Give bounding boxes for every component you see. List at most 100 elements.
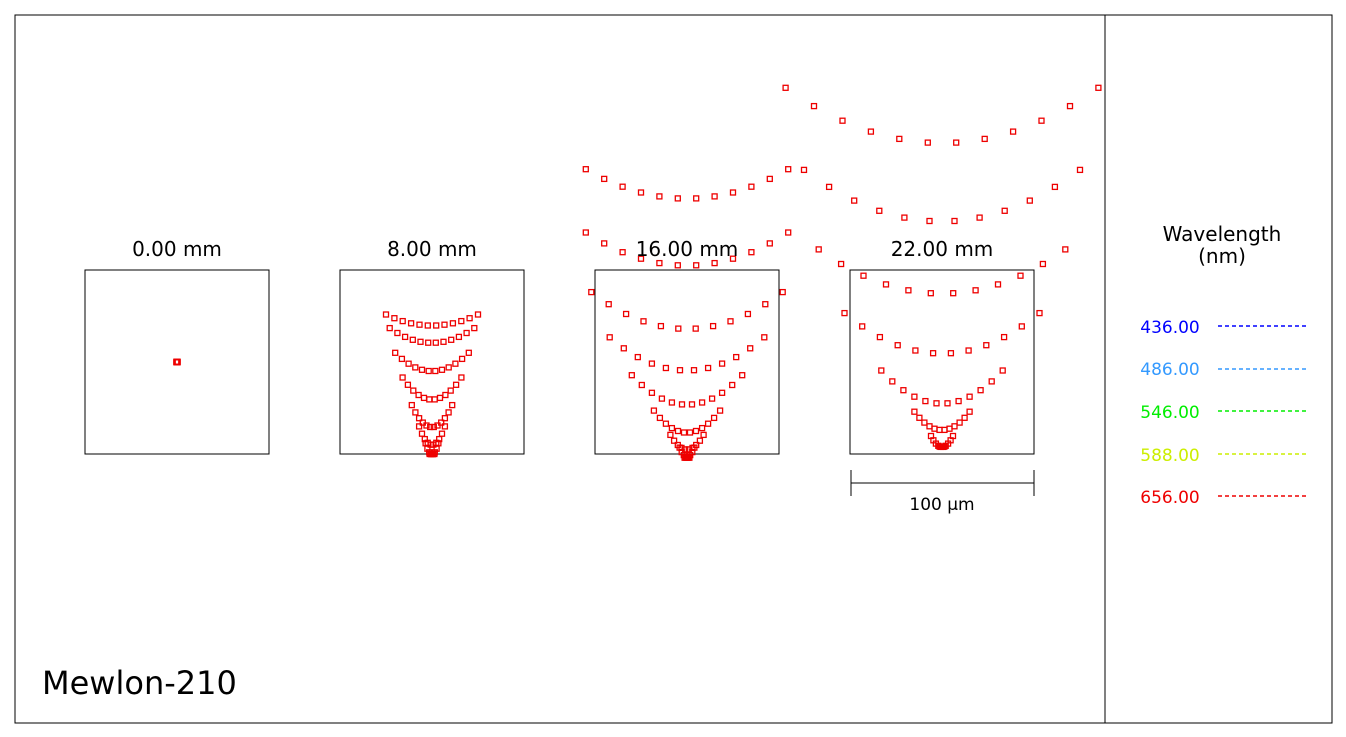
spot-marker (401, 333, 409, 341)
spot-marker (718, 360, 726, 367)
spot-marker (779, 288, 786, 296)
figure-title: Mewlon-210 (42, 664, 237, 702)
spot-marker (929, 350, 937, 357)
spot-marker (711, 193, 718, 200)
spot-marker (588, 288, 595, 296)
spot-marker (662, 364, 670, 372)
spot-marker (410, 387, 417, 394)
spot-marker (748, 183, 755, 190)
spot-marker (640, 318, 647, 325)
spot-marker (382, 311, 390, 318)
spot-marker (785, 229, 792, 236)
spot-marker (900, 387, 907, 394)
spot-marker (851, 197, 858, 204)
spot-marker (931, 425, 938, 432)
spot-marker (445, 364, 452, 371)
field-boxes (84, 269, 1035, 455)
spot-marker (977, 387, 984, 394)
spot-marker (955, 397, 962, 405)
spot-marker (466, 315, 473, 322)
spot-marker (415, 415, 423, 422)
spot-marker (1018, 323, 1025, 330)
spot-marker (951, 423, 958, 430)
spot-marker (448, 336, 455, 343)
spot-marker (418, 366, 426, 373)
spot-marker (704, 364, 712, 372)
spot-marker (391, 315, 398, 322)
spot-marker (762, 301, 769, 308)
spot-marker (463, 329, 470, 337)
spot-marker (981, 135, 988, 143)
spot-marker (676, 367, 684, 374)
spot-marker (946, 425, 953, 432)
spot-marker (688, 401, 696, 408)
spot-marker (438, 366, 446, 373)
spot-marker (733, 353, 740, 361)
spot-marker (474, 311, 482, 318)
spot-marker (418, 430, 426, 437)
spot-marker (927, 290, 934, 297)
spot-marker (628, 372, 635, 379)
spot-marker (622, 310, 630, 318)
spot-marker (678, 401, 686, 408)
spot-marker (926, 217, 933, 225)
spot-marker (876, 333, 884, 341)
spot-marker (693, 195, 700, 202)
spot-markers (173, 84, 1102, 461)
spot-marker (876, 207, 883, 214)
spot-marker (398, 355, 406, 363)
spot-marker (718, 389, 726, 396)
spot-marker (691, 444, 698, 451)
spot-marker (668, 399, 676, 406)
spot-marker (601, 240, 608, 247)
legend-unit: (nm) (1198, 244, 1246, 268)
spot-marker (458, 355, 466, 363)
spot-marker (692, 427, 700, 435)
spot-marker (716, 407, 724, 414)
field-label-22: 22.00 mm (891, 237, 994, 261)
spot-marker (690, 367, 698, 374)
spot-marker (924, 139, 931, 146)
spot-marker (650, 407, 658, 414)
spot-marker (766, 240, 773, 247)
spot-marker (449, 320, 457, 327)
legend-label-656: 656.00 (1140, 488, 1199, 508)
spot-marker (423, 422, 430, 429)
spot-marker (441, 423, 449, 430)
spot-marker (619, 249, 626, 256)
spot-marker (686, 429, 694, 436)
spot-marker (1017, 272, 1024, 279)
spot-marker (399, 317, 406, 325)
spot-marker (894, 342, 901, 349)
spot-marker (965, 347, 972, 354)
spot-marker (785, 166, 792, 173)
spot-marker (582, 229, 589, 236)
spot-marker (431, 450, 438, 458)
spot-marker (922, 397, 929, 405)
spot-marker (392, 349, 399, 356)
spot-marker (449, 401, 456, 409)
spot-marker (404, 381, 412, 388)
spot-marker (950, 290, 957, 297)
spot-marker (711, 259, 718, 267)
spot-marker (436, 394, 444, 402)
spot-marker (656, 414, 664, 422)
spot-marker (739, 372, 746, 379)
spot-marker (988, 378, 995, 385)
spot-marker (1095, 84, 1102, 91)
field-box-22 (849, 269, 1035, 455)
legend-label-546: 546.00 (1140, 403, 1199, 423)
spot-marker (465, 349, 472, 356)
field-box-16 (594, 269, 780, 455)
spot-marker (620, 345, 627, 352)
field-label-0: 0.00 mm (132, 237, 222, 261)
spot-marker (471, 324, 478, 332)
spot-marker (452, 360, 459, 367)
spot-marker (1062, 246, 1069, 253)
spot-marker (911, 393, 918, 400)
spot-marker (442, 391, 449, 399)
spot-marker (452, 381, 460, 388)
spot-marker (983, 342, 990, 349)
legend-label-486: 486.00 (1140, 360, 1199, 380)
spot-marker (953, 139, 960, 146)
